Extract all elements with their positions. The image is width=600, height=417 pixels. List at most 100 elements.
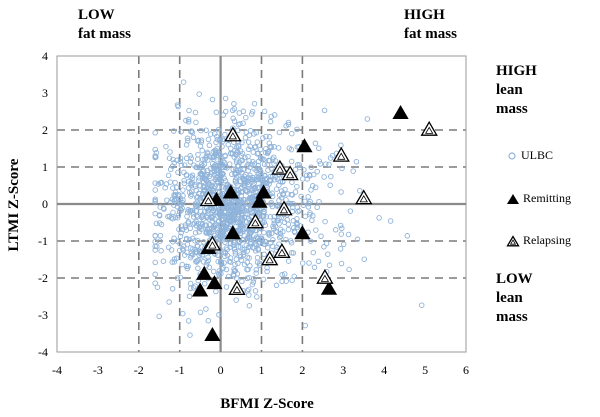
ulbc-point — [315, 258, 322, 265]
ulbc-point — [198, 127, 204, 134]
x-tick-label: 3 — [340, 363, 346, 377]
ulbc-point — [254, 165, 261, 172]
ulbc-point — [286, 200, 293, 207]
ulbc-point — [187, 285, 194, 292]
ulbc-point — [205, 136, 212, 143]
ulbc-point — [152, 243, 158, 250]
ulbc-point — [254, 294, 260, 300]
quadrant-label-line: LOW — [496, 271, 533, 287]
ulbc-point — [280, 228, 286, 235]
ulbc-point — [179, 205, 185, 211]
ulbc-point — [226, 199, 233, 206]
ulbc-point — [222, 152, 229, 159]
ulbc-point — [251, 186, 257, 192]
y-tick-label: 1 — [42, 160, 48, 174]
ulbc-point — [220, 171, 226, 177]
ulbc-point — [271, 112, 278, 118]
ulbc-point — [203, 262, 210, 269]
ulbc-point — [239, 213, 245, 219]
ulbc-point — [288, 158, 295, 165]
ulbc-point — [183, 227, 190, 233]
ulbc-point — [171, 259, 178, 265]
ulbc-point — [177, 158, 184, 165]
ulbc-point — [173, 184, 180, 191]
relapsing-triangle-inner — [265, 256, 274, 264]
ulbc-point — [160, 258, 167, 264]
ulbc-point — [175, 169, 181, 176]
ulbc-point — [219, 143, 225, 150]
ulbc-point — [250, 279, 257, 285]
ulbc-point — [354, 236, 361, 243]
relapsing-triangle-inner — [232, 285, 242, 293]
ulbc-point — [195, 137, 202, 144]
remitting-point — [294, 225, 311, 240]
ulbc-point — [249, 194, 255, 200]
ulbc-point — [292, 189, 299, 195]
ulbc-point — [217, 236, 223, 242]
y-tick-label: -4 — [38, 345, 48, 359]
ulbc-point — [256, 229, 263, 236]
quadrant-label-line: HIGH — [404, 7, 445, 23]
ulbc-point — [244, 259, 250, 266]
remitting-point — [192, 282, 209, 297]
ulbc-point — [230, 239, 237, 245]
y-tick-label: 0 — [42, 197, 48, 211]
ulbc-point — [210, 268, 217, 275]
ulbc-point — [238, 223, 245, 229]
ulbc-point — [222, 250, 229, 256]
ulbc-point — [177, 155, 184, 162]
ulbc-point — [184, 213, 190, 220]
ulbc-point — [261, 241, 267, 247]
ulbc-point — [170, 185, 176, 191]
ulbc-point — [327, 155, 334, 161]
ulbc-point — [353, 158, 360, 165]
ulbc-point — [245, 244, 252, 250]
ulbc-point — [236, 218, 242, 225]
ulbc-point — [214, 161, 220, 167]
ulbc-point — [180, 197, 186, 204]
ulbc-point — [232, 261, 238, 268]
ulbc-point — [207, 131, 214, 137]
legend-label: Remitting — [523, 191, 571, 205]
relapsing-triangle-outer — [199, 191, 217, 207]
ulbc-point — [178, 223, 185, 229]
ulbc-point — [325, 251, 331, 257]
ulbc-point — [190, 285, 197, 291]
relapsing-triangle-outer — [261, 250, 279, 266]
ulbc-point — [237, 252, 244, 258]
ulbc-point — [203, 127, 209, 133]
ulbc-point — [167, 149, 173, 155]
relapsing-point — [224, 126, 242, 142]
relapsing-triangle-outer — [246, 213, 265, 229]
ulbc-point — [263, 146, 269, 152]
triangle-points — [192, 104, 438, 341]
ulbc-point — [252, 248, 259, 254]
ulbc-point — [204, 226, 210, 232]
ulbc-point — [278, 233, 284, 240]
ulbc-point — [219, 184, 226, 190]
ulbc-point — [260, 156, 267, 162]
ulbc-point — [188, 252, 195, 259]
ulbc-point — [261, 229, 267, 236]
ulbc-point — [165, 172, 172, 179]
ulbc-point — [169, 259, 175, 265]
ulbc-point — [167, 166, 174, 173]
ulbc-point — [283, 123, 289, 129]
ulbc-point — [278, 188, 285, 194]
x-tick-label: -3 — [93, 363, 103, 377]
ulbc-point — [195, 265, 201, 272]
ulbc-point — [294, 183, 300, 190]
ulbc-point — [175, 103, 181, 110]
ulbc-point — [166, 299, 172, 305]
ulbc-point — [225, 141, 231, 148]
ulbc-point — [251, 100, 258, 107]
ulbc-point — [350, 168, 356, 174]
ulbc-point — [326, 262, 333, 268]
ulbc-point — [170, 128, 177, 134]
ulbc-point — [186, 236, 193, 243]
ulbc-point — [262, 149, 269, 156]
remitting-point — [204, 326, 221, 341]
ulbc-point — [214, 133, 220, 140]
ulbc-point — [198, 137, 205, 143]
